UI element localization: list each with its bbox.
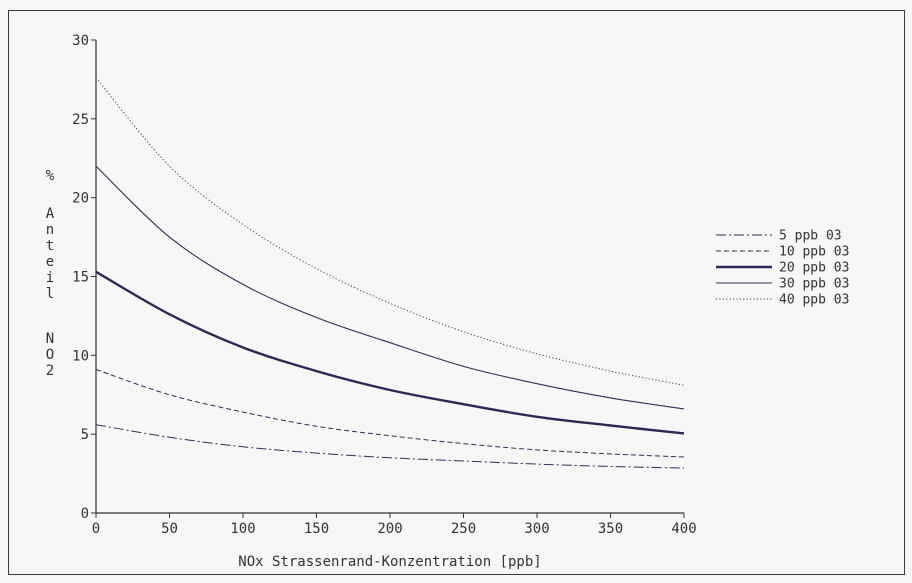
- x-tick-label: 0: [92, 521, 100, 537]
- y-tick-label: 10: [72, 348, 89, 364]
- x-tick-label: 250: [451, 521, 476, 537]
- x-axis-label: NOx Strassenrand-Konzentration [ppb]: [238, 554, 541, 570]
- x-tick-label: 100: [230, 521, 255, 537]
- x-tick-label: 400: [671, 521, 696, 537]
- x-tick-label: 350: [598, 521, 623, 537]
- series-line-2: [95, 369, 685, 458]
- y-label-letter: 2: [46, 363, 54, 379]
- legend-label-5: 40 ppb 03: [779, 293, 849, 308]
- series-line-5: [95, 77, 685, 386]
- legend-label-1: 5 ppb 03: [779, 229, 842, 244]
- y-label-letter: e: [46, 254, 54, 270]
- x-tick-label: 200: [377, 521, 402, 537]
- legend-label-4: 30 ppb 03: [779, 277, 849, 292]
- x-tick-label: 50: [161, 521, 178, 537]
- y-tick-label: 5: [81, 427, 89, 443]
- series-line-3: [95, 270, 685, 435]
- y-tick-label: 30: [72, 33, 89, 49]
- x-tick-label: 300: [524, 521, 549, 537]
- y-label-letter: O: [46, 347, 54, 363]
- y-label-letter: i: [46, 270, 54, 286]
- y-label-letter: %: [46, 168, 55, 184]
- y-label-letter: l: [46, 286, 54, 302]
- y-tick-label: 25: [72, 112, 89, 128]
- legend-label-2: 10 ppb 03: [779, 245, 849, 260]
- chart-frame: [8, 10, 905, 575]
- series-line-1: [95, 424, 685, 469]
- y-label-letter: N: [46, 331, 54, 347]
- y-tick-label: 20: [72, 191, 89, 207]
- y-tick-label: 15: [72, 270, 89, 286]
- y-label-letter: n: [46, 222, 54, 238]
- y-tick-label: 0: [81, 506, 89, 522]
- y-label-letter: A: [46, 206, 55, 222]
- curves: [95, 77, 685, 469]
- y-label-letter: t: [46, 238, 54, 254]
- legend-label-3: 20 ppb 03: [779, 261, 849, 276]
- x-tick-label: 150: [304, 521, 329, 537]
- axes: 0 50 100 150 200 250 300 350 400 0 5 10 15 20 25 30: [72, 33, 697, 537]
- series-line-4: [95, 165, 685, 410]
